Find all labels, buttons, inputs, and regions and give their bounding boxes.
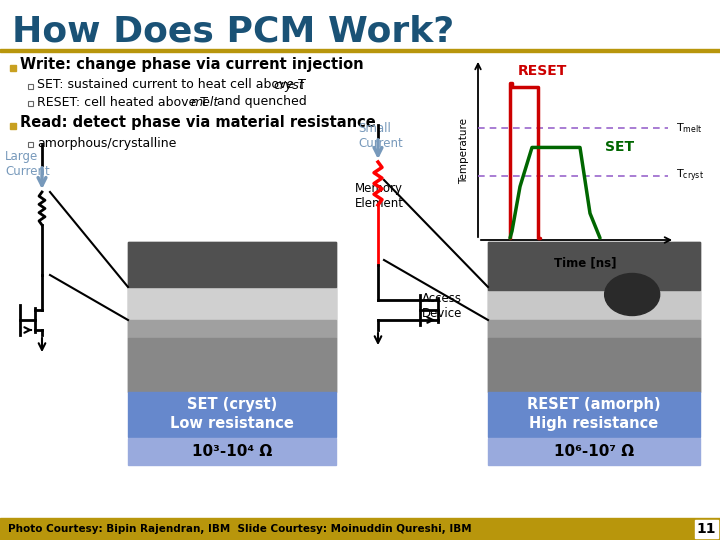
Bar	[695, 520, 718, 538]
Text: 11: 11	[696, 522, 716, 536]
Text: RESET (amorph)
High resistance: RESET (amorph) High resistance	[527, 397, 661, 431]
Bar	[488, 392, 700, 437]
Text: 10³-10⁴ Ω: 10³-10⁴ Ω	[192, 443, 272, 458]
Text: Read: detect phase via material resistance: Read: detect phase via material resistan…	[20, 116, 376, 131]
Text: amorphous/crystalline: amorphous/crystalline	[37, 137, 176, 150]
Text: RESET: cell heated above T: RESET: cell heated above T	[37, 96, 208, 109]
Text: RESET: RESET	[517, 64, 567, 78]
Text: and quenched: and quenched	[213, 96, 307, 109]
Bar	[10, 65, 16, 71]
Bar	[128, 242, 336, 392]
Bar	[128, 338, 336, 392]
Bar	[128, 287, 336, 320]
Text: Write: change phase via current injection: Write: change phase via current injectio…	[20, 57, 364, 72]
Text: T$_{\mathregular{melt}}$: T$_{\mathregular{melt}}$	[676, 121, 703, 135]
Bar	[488, 290, 700, 320]
Text: Small
Current: Small Current	[358, 122, 402, 150]
Bar	[488, 242, 700, 392]
Bar	[0, 49, 720, 52]
Bar	[10, 123, 16, 129]
Text: Temperature: Temperature	[459, 118, 469, 184]
Text: Access
Device: Access Device	[422, 292, 462, 320]
Text: Photo Courtesy: Bipin Rajendran, IBM  Slide Courtesy: Moinuddin Qureshi, IBM: Photo Courtesy: Bipin Rajendran, IBM Sli…	[8, 524, 472, 534]
Bar	[28, 142, 33, 147]
Text: T$_{\mathregular{cryst}}$: T$_{\mathregular{cryst}}$	[676, 168, 704, 184]
Bar	[128, 438, 336, 465]
Bar	[0, 518, 720, 540]
Bar	[488, 338, 700, 392]
Bar	[28, 84, 33, 89]
Text: How Does PCM Work?: How Does PCM Work?	[12, 15, 454, 49]
Ellipse shape	[605, 273, 660, 315]
Text: SET: SET	[605, 140, 634, 154]
Text: melt: melt	[191, 96, 220, 109]
Text: SET: sustained current to heat cell above T: SET: sustained current to heat cell abov…	[37, 78, 306, 91]
Bar	[488, 320, 700, 338]
Bar	[488, 438, 700, 465]
Bar	[128, 320, 336, 338]
Text: Memory
Element: Memory Element	[355, 182, 404, 210]
Bar	[488, 242, 700, 290]
Bar	[128, 392, 336, 437]
Text: Time [ns]: Time [ns]	[554, 256, 617, 269]
Text: 10⁶-10⁷ Ω: 10⁶-10⁷ Ω	[554, 443, 634, 458]
Bar	[128, 242, 336, 287]
Text: Large
Current: Large Current	[5, 150, 50, 178]
Text: cryst: cryst	[273, 78, 304, 91]
Bar	[478, 62, 673, 240]
Bar	[28, 101, 33, 106]
Text: SET (cryst)
Low resistance: SET (cryst) Low resistance	[170, 397, 294, 431]
